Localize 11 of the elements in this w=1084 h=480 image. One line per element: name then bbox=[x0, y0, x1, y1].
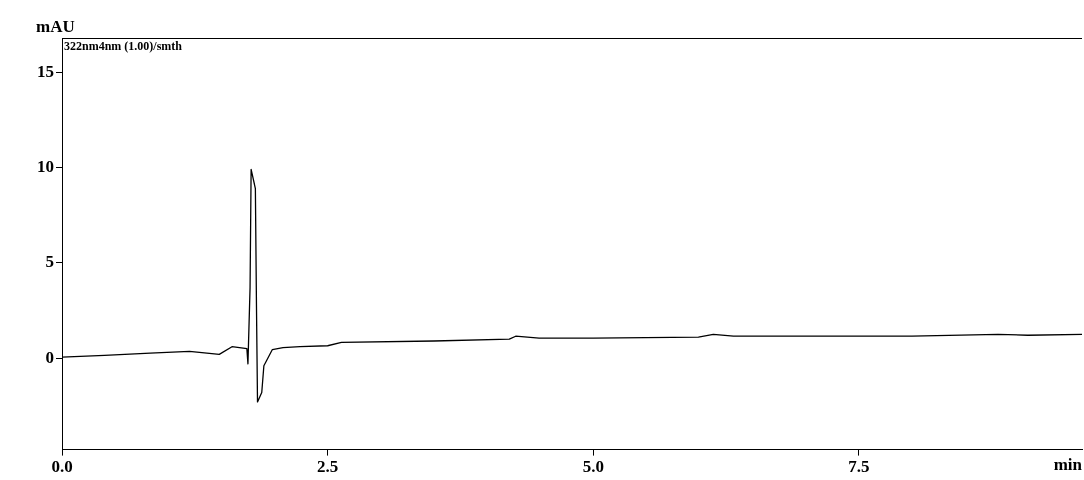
chart-title: 322nm4nm (1.00)/smth bbox=[64, 39, 183, 54]
x-tick-label: 2.5 bbox=[317, 457, 339, 477]
y-axis-title: mAU bbox=[36, 16, 75, 36]
y-tick-label: 5 bbox=[45, 252, 54, 272]
x-tick-label: 7.5 bbox=[848, 457, 870, 477]
x-tick-label: 5.0 bbox=[582, 457, 604, 477]
y-tick-label: 15 bbox=[37, 61, 54, 81]
x-axis-title: min bbox=[1053, 455, 1083, 475]
x-tick-label: 0.0 bbox=[51, 457, 73, 477]
y-tick-label: 0 bbox=[45, 347, 54, 367]
y-tick-label: 10 bbox=[37, 156, 54, 176]
